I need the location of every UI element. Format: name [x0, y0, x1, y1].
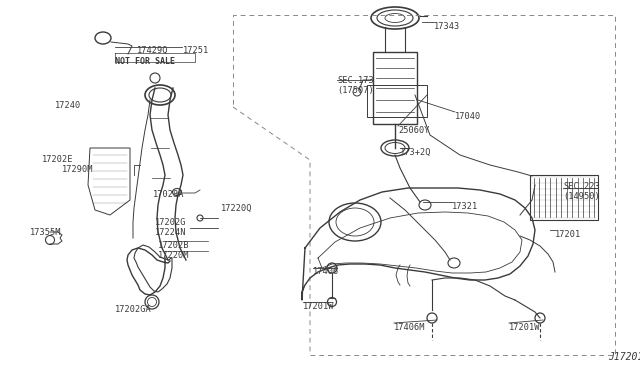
Text: SEC.223: SEC.223 [563, 182, 600, 191]
Bar [530, 175, 598, 220]
Text: NOT FOR SALE: NOT FOR SALE [115, 57, 175, 66]
Text: 17201: 17201 [555, 230, 581, 239]
Text: 25060Y: 25060Y [398, 126, 429, 135]
Text: 17406: 17406 [313, 267, 339, 276]
Text: 17202GA: 17202GA [115, 305, 152, 314]
Text: 17240: 17240 [55, 101, 81, 110]
Text: SEC.173: SEC.173 [337, 76, 374, 85]
Text: 17202G: 17202G [155, 218, 186, 227]
Text: 17201W: 17201W [303, 302, 335, 311]
Text: 17040: 17040 [455, 112, 481, 121]
Text: 17220Q: 17220Q [221, 204, 253, 213]
Text: 17220M: 17220M [158, 251, 189, 260]
Text: 17321: 17321 [452, 202, 478, 211]
Bar [373, 52, 417, 124]
Text: 17202E: 17202E [42, 155, 74, 164]
Text: 17201W: 17201W [509, 323, 541, 332]
Text: J17201FH: J17201FH [608, 352, 640, 362]
Text: 17202B: 17202B [158, 241, 189, 250]
Text: 173+2Q: 173+2Q [400, 148, 431, 157]
Text: 17290M: 17290M [62, 165, 93, 174]
Bar [367, 85, 427, 117]
Text: 17429Q: 17429Q [137, 46, 168, 55]
Text: (14950): (14950) [563, 192, 600, 201]
Text: 17343: 17343 [434, 22, 460, 31]
Text: (17507): (17507) [337, 86, 374, 95]
Text: 17224N: 17224N [155, 228, 186, 237]
Text: 17355M: 17355M [30, 228, 61, 237]
Text: 17251: 17251 [183, 46, 209, 55]
Text: 17028A: 17028A [153, 190, 184, 199]
Text: 17406M: 17406M [394, 323, 426, 332]
